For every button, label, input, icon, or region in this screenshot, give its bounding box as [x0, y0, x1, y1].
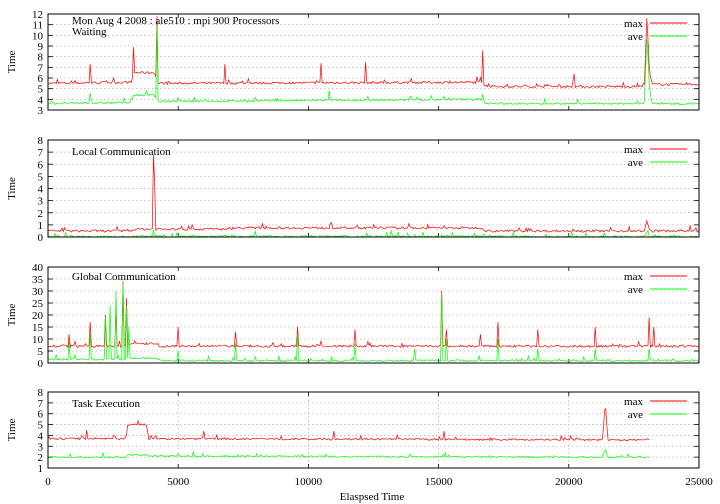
y-tick-label: 12	[32, 9, 43, 21]
y-tick-label: 3	[38, 196, 44, 208]
legend-label: ave	[628, 31, 643, 43]
panel-title: Task Execution	[72, 398, 140, 410]
plot-frame	[47, 13, 700, 111]
y-tick-label: 2	[38, 452, 44, 464]
series-line-max	[47, 407, 650, 442]
x-axis-label: Elaspsed Time	[340, 491, 405, 503]
y-tick-label: 3	[38, 441, 44, 453]
y-tick-label: 7	[38, 147, 44, 159]
x-tick-label: 5000	[167, 476, 190, 488]
y-tick-label: 8	[38, 135, 44, 147]
panel-title: Local Communication	[72, 146, 171, 158]
legend-label: max	[624, 18, 643, 30]
y-tick-label: 11	[32, 20, 43, 32]
plot-frame	[47, 266, 700, 364]
legend-label: max	[624, 271, 643, 283]
plot-frame	[47, 139, 700, 238]
y-tick-label: 6	[38, 159, 44, 171]
y-tick-label: 6	[38, 409, 44, 421]
y-tick-label: 4	[38, 430, 44, 442]
y-tick-label: 4	[38, 184, 44, 196]
panel-title: Mon Aug 4 2008 : ale510 : mpi 900 Proces…	[72, 15, 279, 27]
y-tick-label: 8	[38, 387, 44, 399]
series-line-ave	[47, 449, 650, 459]
y-tick-label: 5	[38, 346, 44, 358]
y-tick-label: 7	[38, 62, 44, 74]
y-tick-label: 15	[32, 322, 44, 334]
y-tick-label: 1	[38, 220, 44, 232]
x-tick-label: 25000	[685, 476, 713, 488]
panel-title: Global Communication	[72, 271, 176, 283]
x-tick-label: 10000	[295, 476, 323, 488]
plot-frame	[47, 391, 700, 469]
x-tick-label: 0	[45, 476, 51, 488]
x-tick-label: 20000	[555, 476, 583, 488]
y-axis-label: Time	[6, 303, 18, 326]
y-tick-label: 5	[38, 420, 44, 432]
legend-label: max	[624, 396, 643, 408]
legend-label: ave	[628, 284, 643, 296]
y-tick-label: 6	[38, 73, 44, 85]
series-line-ave	[47, 283, 699, 363]
y-tick-label: 10	[32, 334, 44, 346]
x-tick-label: 15000	[425, 476, 453, 488]
y-axis-label: Time	[6, 418, 18, 441]
legend-label: ave	[628, 409, 643, 421]
y-tick-label: 4	[38, 94, 44, 106]
y-tick-label: 30	[32, 286, 44, 298]
y-tick-label: 40	[32, 262, 44, 274]
y-tick-label: 0	[38, 358, 44, 370]
y-tick-label: 0	[38, 232, 44, 244]
series-line-max	[47, 154, 699, 234]
y-tick-label: 10	[32, 30, 44, 42]
y-tick-label: 9	[38, 41, 44, 53]
y-tick-label: 3	[38, 105, 44, 117]
panel-subtitle: Waiting	[72, 26, 107, 38]
y-tick-label: 5	[38, 171, 44, 183]
y-axis-label: Time	[6, 50, 18, 73]
y-tick-label: 35	[32, 274, 44, 286]
legend-label: max	[624, 144, 643, 156]
y-tick-label: 25	[32, 298, 44, 310]
y-tick-label: 20	[32, 310, 44, 322]
y-tick-label: 5	[38, 84, 44, 96]
y-axis-label: Time	[6, 177, 18, 200]
series-line-max	[47, 281, 699, 349]
series-line-ave	[47, 25, 699, 106]
y-tick-label: 2	[38, 208, 44, 220]
y-tick-label: 8	[38, 52, 44, 64]
legend-label: ave	[628, 157, 643, 169]
y-tick-label: 7	[38, 398, 44, 410]
y-tick-label: 1	[38, 463, 44, 475]
